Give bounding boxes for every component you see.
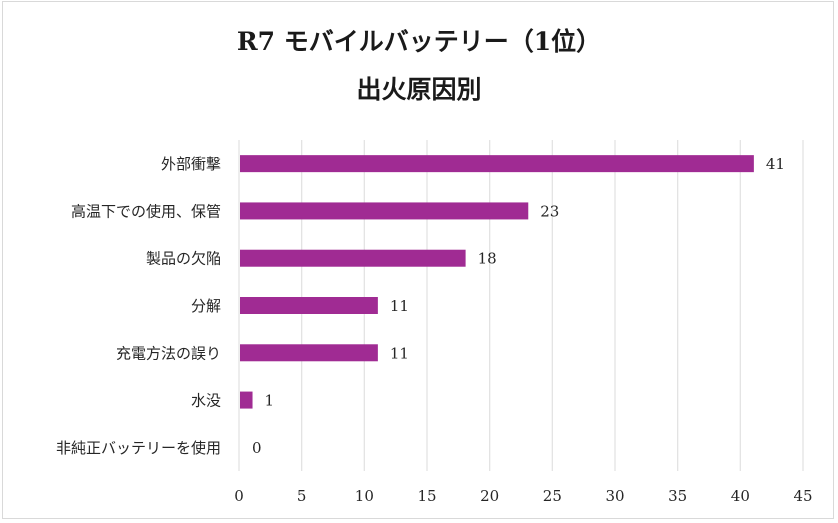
x-tick-label: 0 xyxy=(234,487,244,505)
x-tick-label: 30 xyxy=(605,487,624,505)
bar xyxy=(240,249,466,267)
category-label: 製品の欠陥 xyxy=(146,250,221,268)
x-tick-labels: 0 5 10 15 20 25 30 35 40 45 xyxy=(234,487,812,505)
category-labels: 外部衝撃高温下での使用、保管製品の欠陥分解充電方法の誤り水没非純正バッテリーを使… xyxy=(56,155,221,457)
data-label: 11 xyxy=(390,297,409,315)
bar xyxy=(240,155,754,173)
bars xyxy=(240,155,754,409)
x-tick-label: 40 xyxy=(731,487,750,505)
data-label: 18 xyxy=(478,250,497,268)
category-label: 非純正バッテリーを使用 xyxy=(56,439,221,457)
data-label: 41 xyxy=(766,155,785,173)
x-tick-label: 5 xyxy=(297,487,307,505)
x-tick-label: 35 xyxy=(668,487,687,505)
category-label: 充電方法の誤り xyxy=(116,344,221,362)
data-label: 1 xyxy=(265,392,275,410)
bar xyxy=(240,297,378,314)
x-tick-label: 15 xyxy=(417,487,436,505)
bar xyxy=(240,344,378,362)
data-label: 23 xyxy=(540,202,559,220)
x-tick-label: 20 xyxy=(480,487,499,505)
bar xyxy=(240,391,253,409)
category-label: 高温下での使用、保管 xyxy=(71,202,221,220)
data-label: 11 xyxy=(390,344,409,362)
category-label: 水没 xyxy=(191,392,221,410)
category-label: 外部衝撃 xyxy=(161,155,221,173)
bar xyxy=(240,202,529,220)
x-tick-label: 45 xyxy=(793,487,812,505)
chart-subtitle: 出火原因別 xyxy=(356,75,482,104)
x-tick-label: 10 xyxy=(355,487,374,505)
x-tick-label: 25 xyxy=(543,487,562,505)
category-label: 分解 xyxy=(191,297,221,315)
chart-title: R7 モバイルバッテリー（1位） xyxy=(236,27,602,56)
data-label: 0 xyxy=(252,439,262,457)
